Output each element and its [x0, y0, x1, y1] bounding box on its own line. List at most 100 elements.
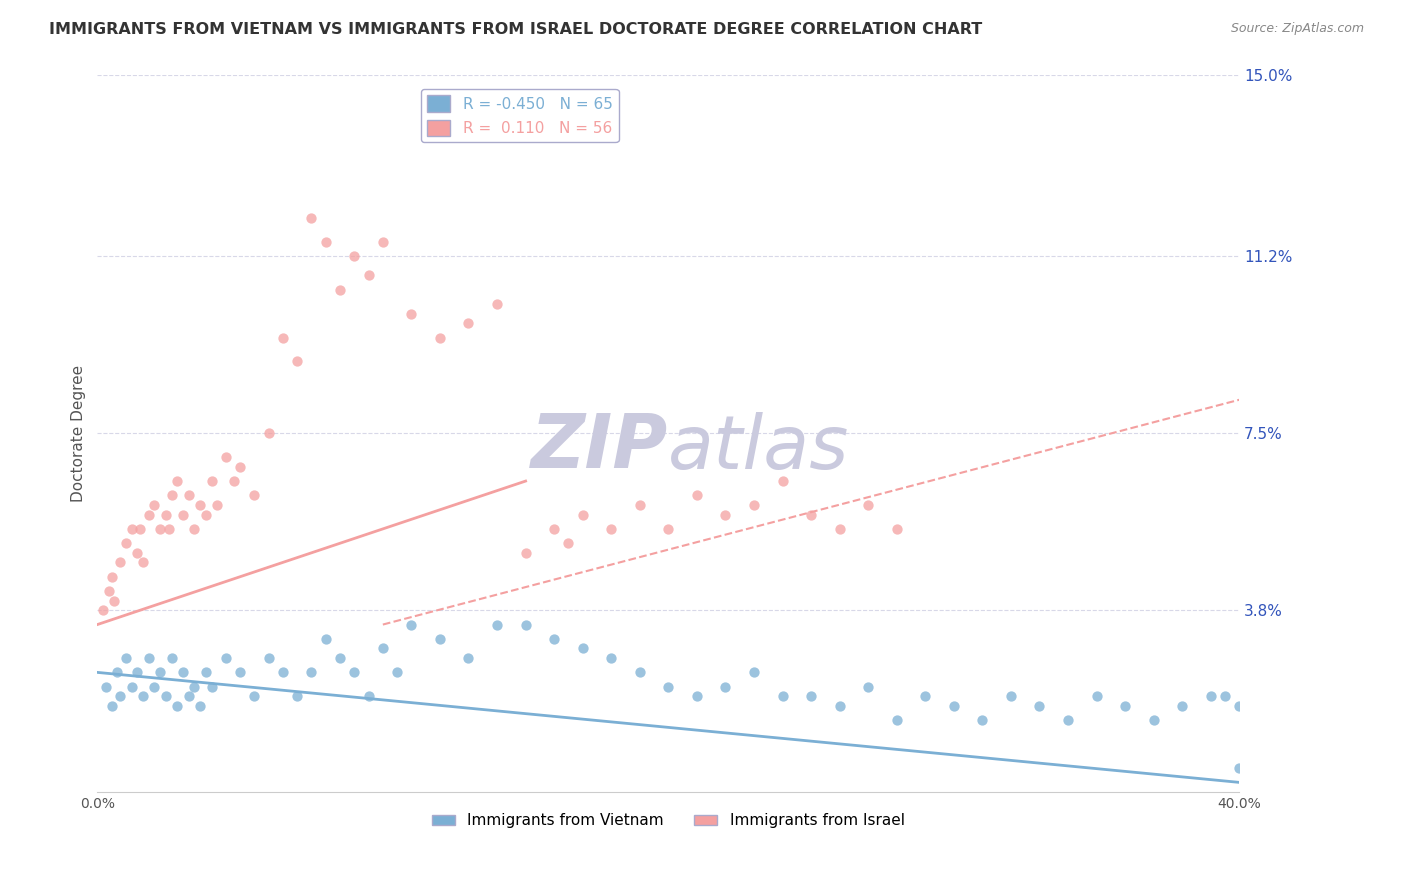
- Point: [108, 690, 131, 704]
- Point: [429, 330, 451, 344]
- Point: [329, 651, 352, 665]
- Point: [571, 508, 593, 522]
- Point: [886, 522, 908, 536]
- Point: [357, 690, 380, 704]
- Point: [742, 665, 765, 680]
- Point: [121, 522, 143, 536]
- Point: [200, 680, 222, 694]
- Point: [343, 665, 366, 680]
- Point: [177, 488, 200, 502]
- Point: [1227, 761, 1250, 775]
- Point: [856, 680, 879, 694]
- Point: [127, 546, 149, 560]
- Point: [1057, 713, 1080, 727]
- Point: [1199, 690, 1222, 704]
- Point: [94, 680, 117, 694]
- Point: [686, 690, 709, 704]
- Point: [543, 522, 565, 536]
- Point: [886, 713, 908, 727]
- Point: [132, 555, 155, 569]
- Y-axis label: Doctorate Degree: Doctorate Degree: [72, 365, 86, 502]
- Point: [543, 632, 565, 646]
- Point: [143, 498, 166, 512]
- Point: [194, 665, 217, 680]
- Point: [657, 522, 679, 536]
- Point: [315, 235, 337, 249]
- Point: [856, 498, 879, 512]
- Point: [329, 283, 352, 297]
- Point: [285, 690, 308, 704]
- Point: [371, 235, 394, 249]
- Point: [105, 665, 128, 680]
- Legend: Immigrants from Vietnam, Immigrants from Israel: Immigrants from Vietnam, Immigrants from…: [426, 807, 911, 835]
- Point: [224, 474, 246, 488]
- Point: [229, 665, 252, 680]
- Point: [557, 536, 579, 550]
- Point: [315, 632, 337, 646]
- Point: [172, 508, 194, 522]
- Point: [166, 698, 188, 713]
- Point: [1085, 690, 1108, 704]
- Point: [97, 584, 120, 599]
- Text: Source: ZipAtlas.com: Source: ZipAtlas.com: [1230, 22, 1364, 36]
- Point: [800, 508, 823, 522]
- Point: [127, 665, 149, 680]
- Point: [100, 570, 122, 584]
- Point: [301, 665, 323, 680]
- Point: [914, 690, 936, 704]
- Point: [243, 690, 266, 704]
- Point: [257, 426, 280, 441]
- Point: [149, 665, 172, 680]
- Point: [714, 508, 737, 522]
- Point: [115, 536, 138, 550]
- Point: [686, 488, 709, 502]
- Point: [183, 522, 205, 536]
- Point: [486, 297, 509, 311]
- Point: [194, 508, 217, 522]
- Point: [229, 459, 252, 474]
- Point: [972, 713, 994, 727]
- Point: [91, 603, 114, 617]
- Point: [429, 632, 451, 646]
- Point: [628, 665, 651, 680]
- Point: [115, 651, 138, 665]
- Point: [138, 651, 160, 665]
- Point: [160, 651, 183, 665]
- Point: [155, 690, 177, 704]
- Point: [343, 249, 366, 263]
- Text: IMMIGRANTS FROM VIETNAM VS IMMIGRANTS FROM ISRAEL DOCTORATE DEGREE CORRELATION C: IMMIGRANTS FROM VIETNAM VS IMMIGRANTS FR…: [49, 22, 983, 37]
- Point: [1227, 698, 1250, 713]
- Point: [301, 211, 323, 225]
- Point: [149, 522, 172, 536]
- Point: [157, 522, 180, 536]
- Point: [215, 651, 238, 665]
- Point: [772, 474, 794, 488]
- Point: [1171, 698, 1194, 713]
- Point: [385, 665, 408, 680]
- Point: [188, 498, 211, 512]
- Point: [132, 690, 155, 704]
- Point: [160, 488, 183, 502]
- Point: [108, 555, 131, 569]
- Point: [1114, 698, 1136, 713]
- Point: [188, 698, 211, 713]
- Point: [571, 641, 593, 656]
- Point: [828, 522, 851, 536]
- Point: [183, 680, 205, 694]
- Point: [271, 665, 294, 680]
- Point: [800, 690, 823, 704]
- Point: [942, 698, 965, 713]
- Point: [155, 508, 177, 522]
- Point: [1213, 690, 1236, 704]
- Point: [200, 474, 222, 488]
- Point: [285, 354, 308, 368]
- Point: [486, 617, 509, 632]
- Text: atlas: atlas: [668, 411, 849, 483]
- Point: [772, 690, 794, 704]
- Point: [457, 316, 479, 330]
- Point: [628, 498, 651, 512]
- Point: [271, 330, 294, 344]
- Point: [172, 665, 194, 680]
- Point: [215, 450, 238, 465]
- Point: [166, 474, 188, 488]
